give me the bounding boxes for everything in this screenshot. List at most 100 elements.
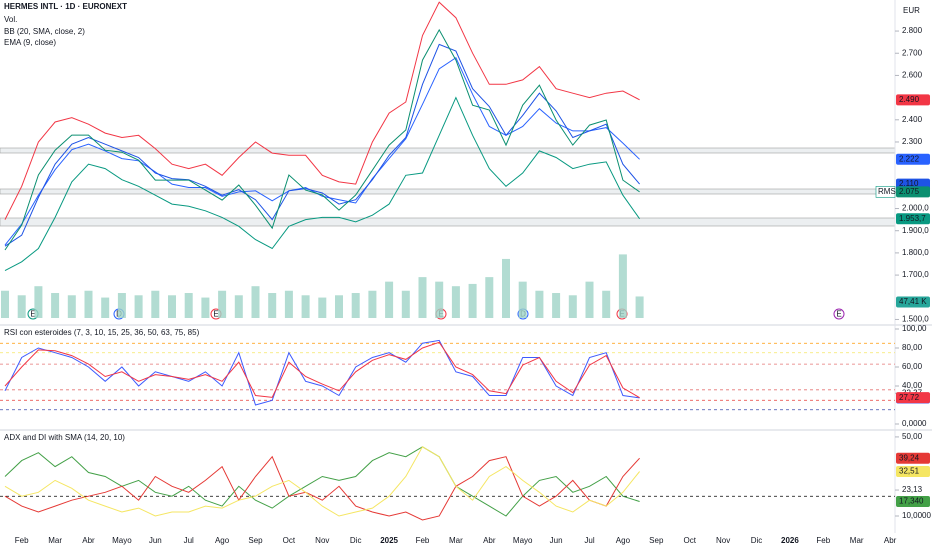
zone xyxy=(0,217,896,227)
value-badge xyxy=(896,465,930,477)
volume-bar xyxy=(151,290,160,318)
value-badge xyxy=(896,296,930,308)
volume-bar xyxy=(17,295,26,318)
x-tick-label: Nov xyxy=(716,536,730,545)
x-tick-label: Oct xyxy=(283,536,296,545)
volume-bar xyxy=(84,290,93,318)
value-label: 47,41 K xyxy=(899,297,927,306)
value-label: 32,51 xyxy=(899,467,920,476)
y-tick-label: 2.300 xyxy=(902,137,923,146)
x-tick-label: Abr xyxy=(82,536,95,545)
volume-bar xyxy=(535,290,544,318)
series-line xyxy=(4,446,640,517)
pane-title: RSI con esteroides (7, 3, 10, 15, 25, 36… xyxy=(4,328,200,337)
volume-bar xyxy=(218,290,227,318)
y-tick-label: 1.900,0 xyxy=(902,226,929,235)
series-line xyxy=(4,56,640,246)
x-tick-label: Abr xyxy=(483,536,496,545)
x-tick-label: 2025 xyxy=(380,536,398,545)
value-badge xyxy=(896,452,930,464)
x-tick-label: 2026 xyxy=(781,536,799,545)
volume-bar xyxy=(51,293,60,318)
y-tick-label: 1.500,0 xyxy=(902,315,929,324)
series-line xyxy=(4,43,640,247)
volume-bar xyxy=(351,293,360,318)
value-label: 2.110 xyxy=(899,179,919,188)
volume-bar xyxy=(618,254,627,318)
event-label: E xyxy=(30,310,35,319)
volume-bar xyxy=(485,277,494,318)
indicator-label: Vol. xyxy=(4,15,17,24)
y-tick-label: 80,00 xyxy=(902,343,923,352)
volume-bar xyxy=(451,286,460,318)
series-line xyxy=(4,446,640,517)
volume-bar xyxy=(318,297,327,318)
y-tick-label: 50,00 xyxy=(902,432,923,441)
indicator-label: BB (20, SMA, close, 2) xyxy=(4,27,85,36)
value-badge xyxy=(896,213,930,225)
series-line xyxy=(4,1,640,220)
volume-bar xyxy=(201,297,210,318)
chart-title: HERMES INTL · 1D · EURONEXT xyxy=(4,2,127,11)
zone xyxy=(0,188,896,195)
volume-bar xyxy=(368,290,377,318)
volume-bar xyxy=(234,295,243,318)
volume-bar xyxy=(134,295,143,318)
symbol-tag: RMS xyxy=(878,187,896,196)
y-tick-label: 10,0000 xyxy=(902,511,931,520)
value-badge xyxy=(896,153,930,165)
volume-bar xyxy=(418,277,427,318)
x-tick-label: Sep xyxy=(248,536,263,545)
event-label: E xyxy=(836,310,841,319)
y-tick-label: 2.600 xyxy=(902,71,923,80)
volume-bar xyxy=(1,290,9,318)
x-tick-label: Feb xyxy=(15,536,29,545)
x-tick-label: Mayo xyxy=(513,536,533,545)
value-label: 1.953,7 xyxy=(899,214,926,223)
pane-title: ADX and DI with SMA (14, 20, 10) xyxy=(4,433,125,442)
value-badge xyxy=(896,392,930,404)
volume-bar xyxy=(635,296,644,318)
volume-bar xyxy=(502,258,510,318)
value-label: 39,24 xyxy=(899,453,920,462)
volume-bar xyxy=(568,295,577,318)
value-label: 17,340 xyxy=(899,497,924,506)
x-tick-label: Dic xyxy=(350,536,362,545)
volume-bar xyxy=(552,293,561,318)
y-tick-label: 1.800,0 xyxy=(902,248,929,257)
volume-bar xyxy=(435,281,444,318)
volume-bar xyxy=(518,281,527,318)
volume-bar xyxy=(585,281,594,318)
volume-bar xyxy=(301,295,310,318)
series-line xyxy=(4,341,640,399)
volume-bar xyxy=(184,293,193,318)
y-tick-label: 2.800 xyxy=(902,26,923,35)
x-tick-label: Jun xyxy=(550,536,563,545)
x-tick-label: Oct xyxy=(683,536,696,545)
series-line xyxy=(4,339,640,406)
y-tick-label: 40,00 xyxy=(902,381,923,390)
x-tick-label: Mayo xyxy=(112,536,132,545)
volume-bar xyxy=(168,295,176,318)
symbol-tag-box xyxy=(875,186,896,198)
value-label: 2.490 xyxy=(899,95,920,104)
x-tick-label: Mar xyxy=(449,536,463,545)
x-tick-label: Dic xyxy=(751,536,763,545)
value-label: 2.075 xyxy=(899,187,920,196)
currency: EUR xyxy=(903,6,920,15)
x-tick-label: Jun xyxy=(149,536,162,545)
volume-bar xyxy=(468,283,477,318)
value-label: 2.222 xyxy=(899,154,920,163)
volume-bar xyxy=(268,293,277,318)
series-line xyxy=(4,96,641,272)
x-tick-label: Sep xyxy=(649,536,664,545)
volume-bar xyxy=(251,286,260,318)
x-tick-label: Mar xyxy=(48,536,62,545)
x-tick-label: Jul xyxy=(184,536,194,545)
volume-bar xyxy=(401,290,410,318)
x-tick-label: Ago xyxy=(215,536,230,545)
event-marker xyxy=(833,308,845,320)
volume-bar xyxy=(117,293,126,318)
x-tick-label: Abr xyxy=(884,536,897,545)
